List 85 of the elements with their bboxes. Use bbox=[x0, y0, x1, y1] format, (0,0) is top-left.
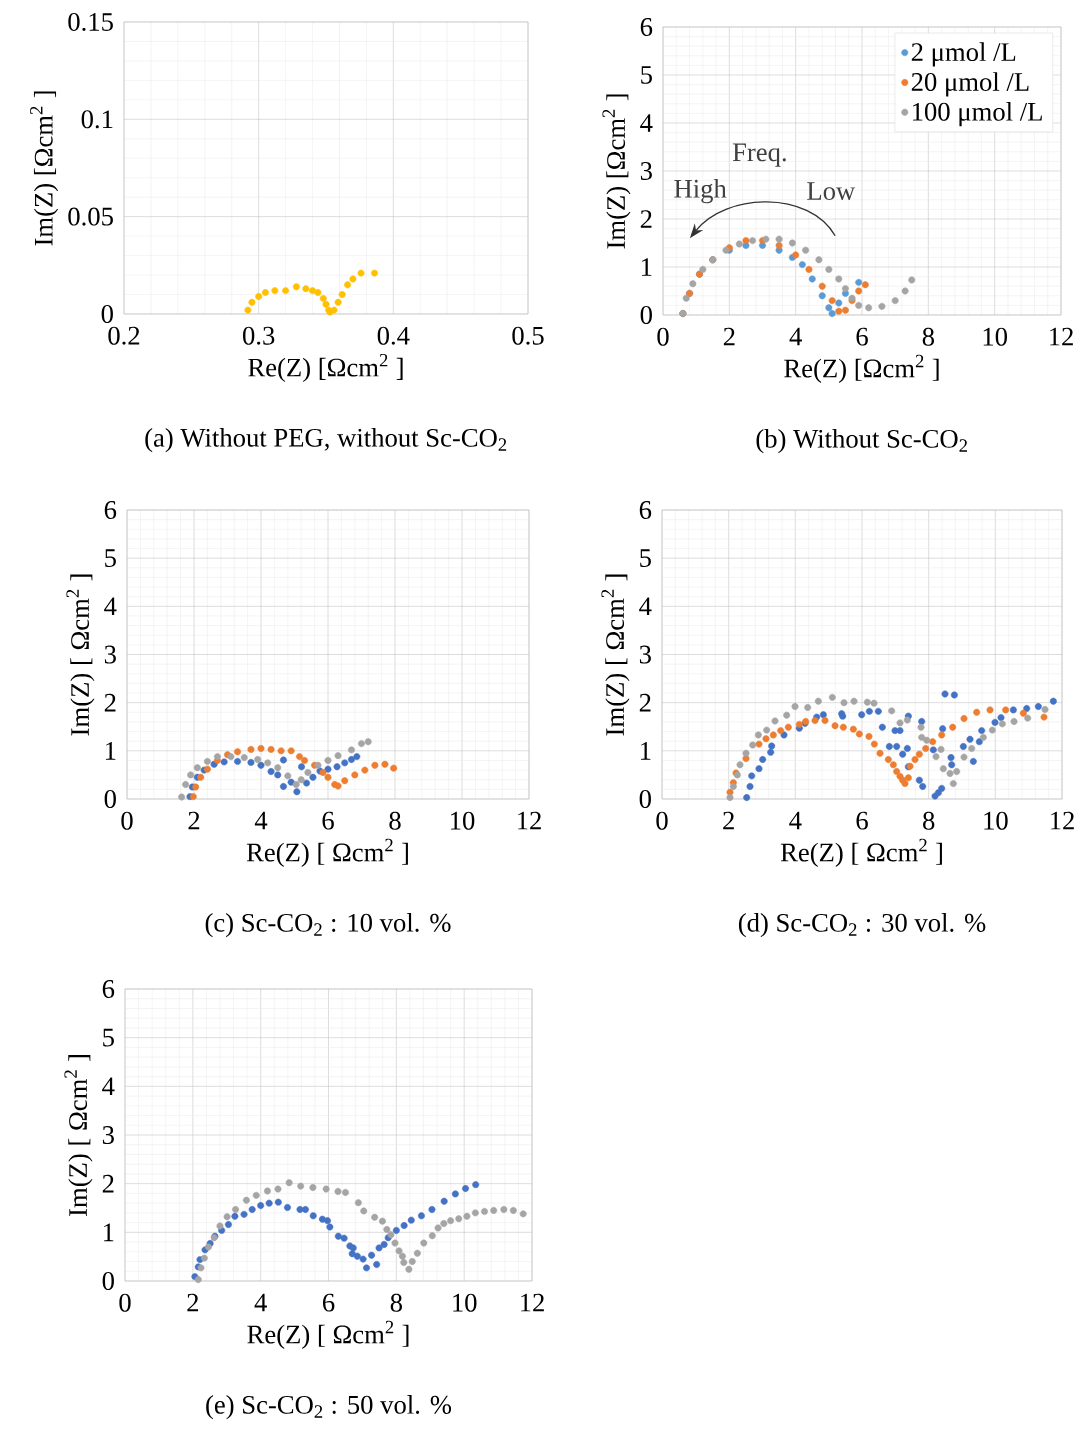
x-tick-label: 0 bbox=[119, 1293, 131, 1312]
annotation: Freq. bbox=[732, 143, 786, 167]
y-tick-label: 0.1 bbox=[81, 110, 113, 129]
y-axis-title: Im(Z) [ Ωcm$^{2}$ ] bbox=[66, 574, 95, 736]
x-tick-label: 8 bbox=[390, 1293, 402, 1312]
x-axis-title: Re(Z) [ Ωcm$^{2}$ ] bbox=[780, 838, 942, 867]
x-tick-label: 10 bbox=[983, 327, 1007, 346]
x-axis-title: Re(Z) [Ωcm$^{2}$ ] bbox=[248, 353, 403, 383]
annotation: High bbox=[674, 179, 727, 204]
y-tick-label: 4 bbox=[640, 114, 653, 132]
x-axis-title: Re(Z) [ Ωcm$^{2}$ ] bbox=[246, 838, 408, 867]
text: (a) Without PEG, without Sc-CO$_{2}$ bbox=[145, 428, 507, 453]
y-tick-label: 3 bbox=[104, 645, 116, 664]
y-tick-label: 1 bbox=[105, 742, 116, 760]
y-tick-label: 0.05 bbox=[68, 207, 113, 226]
y-tick-label: 6 bbox=[104, 501, 117, 519]
y-tick-label: 1 bbox=[640, 742, 651, 760]
x-tick-label: 0 bbox=[121, 811, 133, 830]
x-axis-title: Re(Z) [ Ωcm$^{2}$ ] bbox=[247, 1320, 409, 1349]
legend-label: 100 μmol /L bbox=[912, 102, 1042, 127]
y-tick-label: 3 bbox=[640, 162, 652, 180]
y-tick-label: 4 bbox=[102, 1077, 115, 1096]
x-tick-label: 0.2 bbox=[108, 326, 140, 345]
y-tick-label: 3 bbox=[102, 1126, 114, 1144]
x-tick-label: 2 bbox=[723, 327, 735, 346]
x-tick-label: 10 bbox=[984, 811, 1008, 830]
x-tick-label: 6 bbox=[856, 811, 868, 830]
text: (e) Sc-CO$_{2}$ : 50 vol. % bbox=[206, 1395, 452, 1420]
y-axis-title: Im(Z) [Ωcm$^{2}$ ] bbox=[602, 94, 631, 249]
y-axis-title: Im(Z) [ Ωcm$^{2}$ ] bbox=[601, 574, 630, 736]
x-tick-label: 4 bbox=[789, 811, 802, 830]
x-tick-label: 12 bbox=[1051, 811, 1074, 830]
y-tick-label: 0 bbox=[102, 1272, 114, 1290]
legend-label: 20 μmol /L bbox=[911, 72, 1029, 97]
y-tick-label: 1 bbox=[103, 1223, 114, 1242]
text: (c) Sc-CO$_{2}$ : 10 vol. % bbox=[205, 913, 451, 938]
x-tick-label: 8 bbox=[922, 327, 934, 346]
y-tick-label: 0.15 bbox=[68, 12, 113, 32]
x-tick-label: 4 bbox=[254, 1293, 267, 1312]
y-tick-label: 6 bbox=[640, 18, 653, 36]
y-tick-label: 5 bbox=[640, 549, 651, 568]
annotation: Low bbox=[807, 182, 856, 200]
x-tick-label: 4 bbox=[789, 327, 802, 346]
x-tick-label: 6 bbox=[322, 811, 334, 830]
y-tick-label: 0 bbox=[104, 790, 116, 808]
x-tick-label: 2 bbox=[188, 811, 200, 830]
y-tick-label: 0 bbox=[639, 790, 651, 808]
x-tick-label: 6 bbox=[856, 327, 868, 346]
x-tick-label: 12 bbox=[518, 811, 541, 830]
x-tick-label: 2 bbox=[723, 811, 734, 830]
y-tick-label: 6 bbox=[102, 980, 115, 998]
x-tick-label: 0 bbox=[657, 327, 669, 346]
x-tick-label: 12 bbox=[1050, 327, 1073, 346]
x-tick-label: 0 bbox=[656, 811, 668, 830]
y-tick-label: 1 bbox=[641, 258, 652, 276]
y-tick-label: 5 bbox=[103, 1028, 114, 1047]
y-tick-label: 0 bbox=[101, 304, 113, 323]
text: (d) Sc-CO$_{2}$ : 30 vol. % bbox=[738, 913, 986, 938]
y-tick-label: 2 bbox=[104, 693, 116, 712]
x-tick-label: 0.5 bbox=[512, 326, 544, 345]
x-tick-label: 4 bbox=[254, 811, 268, 830]
x-tick-label: 2 bbox=[187, 1293, 199, 1312]
y-tick-label: 4 bbox=[104, 597, 117, 616]
text: (b) Without Sc-CO$_{2}$ bbox=[756, 429, 967, 454]
y-tick-label: 6 bbox=[639, 501, 652, 519]
x-tick-label: 6 bbox=[322, 1293, 335, 1312]
y-tick-label: 4 bbox=[639, 597, 652, 616]
x-tick-label: 10 bbox=[451, 811, 475, 830]
y-axis-title: Im(Z) [ Ωcm$^{2}$ ] bbox=[64, 1055, 93, 1216]
y-axis-title: Im(Z) [Ωcm$^{2}$ ] bbox=[30, 91, 59, 246]
y-tick-label: 5 bbox=[641, 66, 652, 84]
x-tick-label: 12 bbox=[521, 1293, 544, 1312]
y-tick-label: 2 bbox=[640, 210, 652, 228]
y-tick-label: 2 bbox=[102, 1174, 114, 1193]
x-tick-label: 10 bbox=[453, 1293, 477, 1312]
x-axis-title: Re(Z) [Ωcm$^{2}$ ] bbox=[784, 354, 939, 383]
legend-label: 2 μmol /L bbox=[911, 42, 1016, 67]
y-tick-label: 2 bbox=[639, 693, 651, 712]
y-tick-label: 5 bbox=[105, 549, 116, 568]
x-tick-label: 0.3 bbox=[243, 326, 275, 345]
x-tick-label: 0.4 bbox=[377, 326, 410, 345]
x-tick-label: 8 bbox=[389, 811, 401, 830]
x-tick-label: 8 bbox=[923, 811, 935, 830]
y-tick-label: 0 bbox=[640, 305, 652, 324]
y-tick-label: 3 bbox=[639, 645, 651, 664]
